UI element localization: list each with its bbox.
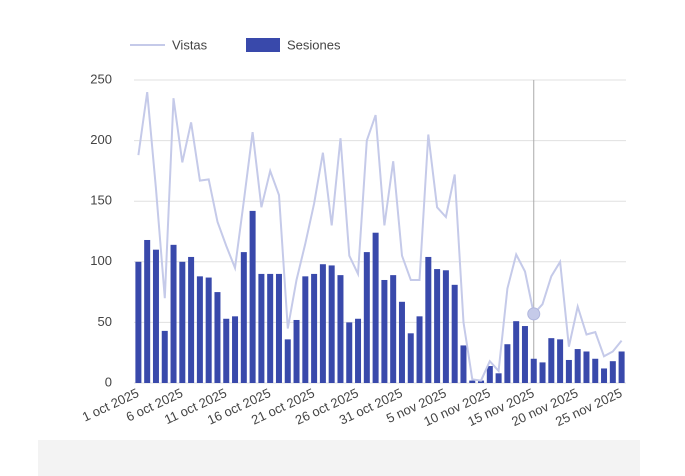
hover-point [527,307,541,321]
footer-panel [38,440,640,476]
bar [311,273,318,383]
bar [319,264,326,383]
line [137,91,623,382]
bar [574,349,581,383]
bar [328,265,335,383]
bar [601,368,608,383]
bar [240,252,247,383]
bar [495,373,502,383]
bar [355,318,362,383]
legend-swatch-bar [246,38,280,52]
legend-label: Vistas [172,37,208,52]
bar [618,351,625,383]
bar [232,316,239,383]
bar [188,256,195,383]
bar [249,210,256,383]
bar [425,256,432,383]
bar [513,321,520,383]
bar [442,270,449,383]
bar [521,326,528,383]
bar [170,244,177,383]
bar [557,339,564,383]
bar [478,380,485,383]
y-tick-label: 250 [90,71,112,86]
bar [539,362,546,383]
bar [372,232,379,383]
bar [469,380,476,383]
bar [504,344,511,383]
bar [337,275,344,383]
bar [390,275,397,383]
bar [416,316,423,383]
y-tick-label: 0 [105,374,112,389]
y-tick-label: 100 [90,253,112,268]
bar [205,277,212,383]
y-tick-label: 50 [98,314,112,329]
bar [451,284,458,383]
bar [363,252,370,383]
bar [434,269,441,383]
bar [214,292,221,383]
bar [486,366,493,383]
y-tick-label: 150 [90,193,112,208]
bar [275,273,282,383]
bar [592,358,599,383]
bar [267,273,274,383]
bar [565,359,572,383]
bar [548,338,555,383]
bar [284,339,291,383]
bar [196,276,203,383]
bar [258,273,265,383]
bar [302,276,309,383]
bar [179,261,186,383]
legend-label: Sesiones [287,37,341,52]
bar [161,330,168,383]
bar [398,301,405,383]
bar [144,239,151,383]
bar [135,261,142,383]
bar [583,351,590,383]
bar [381,279,388,383]
bar [293,319,300,383]
bar [346,322,353,383]
bar [530,358,537,383]
bar [460,345,467,383]
bar [407,333,414,383]
y-tick-label: 200 [90,132,112,147]
bar [152,249,159,383]
bar [223,318,230,383]
bar [609,361,616,383]
